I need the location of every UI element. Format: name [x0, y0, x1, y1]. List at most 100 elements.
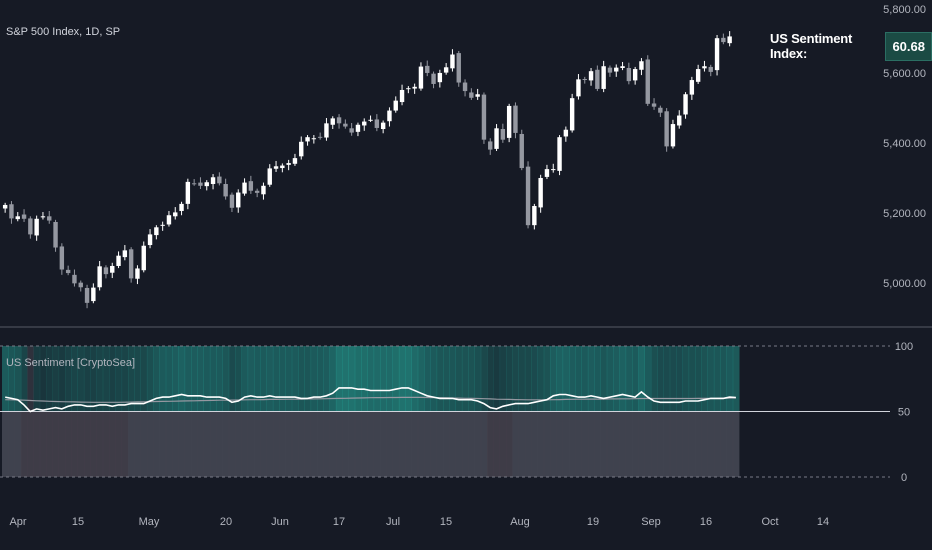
sentiment-band-upper — [524, 346, 532, 412]
sentiment-band-upper — [392, 346, 400, 412]
time-tick-label: May — [139, 516, 160, 528]
sentiment-band-upper — [657, 346, 664, 412]
sentiment-band-upper — [474, 346, 482, 412]
sentiment-band-upper — [14, 346, 22, 412]
sentiment-band-upper — [669, 346, 677, 412]
candle-body — [551, 169, 556, 171]
candle-body — [15, 216, 20, 220]
candle-body — [695, 69, 701, 82]
time-tick-label: Oct — [761, 516, 778, 528]
sentiment-band-upper — [146, 346, 154, 412]
sentiment-band-upper — [90, 346, 97, 412]
sentiment-band-upper — [405, 346, 412, 412]
candle-body — [147, 234, 153, 246]
candle-body — [91, 287, 96, 302]
candle-body — [670, 124, 676, 147]
candle-body — [141, 245, 146, 271]
candle-body — [683, 94, 688, 115]
time-tick-label: 15 — [440, 516, 452, 528]
candle-body — [601, 66, 606, 89]
sentiment-band-upper — [361, 346, 368, 412]
candle-body — [97, 266, 102, 288]
candle-body — [9, 204, 14, 219]
candle-body — [374, 119, 380, 128]
candle-body — [595, 69, 600, 89]
candle-body — [658, 107, 663, 113]
sentiment-band-upper — [398, 346, 406, 412]
sentiment-band-upper — [367, 346, 375, 412]
sentiment-band-upper — [550, 346, 557, 412]
candle-body — [305, 137, 310, 142]
candle-body — [267, 168, 272, 185]
sentiment-line — [5, 387, 736, 413]
sentiment-band-upper — [518, 346, 526, 412]
time-tick-label: Jul — [386, 516, 400, 528]
sentiment-band-upper — [247, 346, 255, 412]
sentiment-badge-label: US Sentiment Index: — [770, 31, 853, 61]
sentiment-band-upper — [235, 346, 242, 412]
time-tick-label: 14 — [817, 516, 829, 528]
candle-body — [223, 184, 228, 197]
sentiment-band-upper — [140, 346, 148, 412]
candle-body — [362, 121, 367, 126]
sentiment-band-upper — [266, 346, 274, 412]
time-tick-label: 17 — [333, 516, 345, 528]
candle-body — [702, 66, 707, 69]
sentiment-band-upper — [531, 346, 538, 412]
candle-body — [488, 141, 493, 150]
sentiment-band-upper — [279, 346, 286, 412]
price-tick-label: 5,600.00 — [883, 68, 926, 80]
candle-body — [28, 218, 33, 235]
candle-body — [557, 137, 562, 171]
sentiment-band-upper — [298, 346, 305, 412]
sentiment-axis[interactable]: 0 50 100 — [895, 341, 913, 484]
candle-body — [72, 274, 77, 284]
candle-body — [368, 119, 373, 121]
candle-body — [506, 105, 512, 138]
price-axis[interactable]: 5,000.00 5,200.00 5,400.00 5,600.00 5,800.00 — [883, 4, 926, 290]
sentiment-band-upper — [701, 346, 708, 412]
candle-body — [380, 122, 386, 130]
candle-body — [34, 218, 39, 236]
candle-body — [154, 227, 159, 236]
time-tick-label: Jun — [271, 516, 289, 528]
candle-body — [475, 94, 480, 97]
candle-body — [607, 67, 613, 73]
candle-body — [626, 67, 632, 82]
sentiment-band-upper — [480, 346, 488, 412]
candle-body — [582, 78, 587, 80]
price-pane — [2, 31, 732, 309]
sentiment-band-upper — [606, 346, 614, 412]
sentiment-band-upper — [543, 346, 551, 412]
candle-body — [349, 128, 354, 133]
time-axis[interactable]: Apr 15 May 20 Jun 17 Jul 15 Aug 19 Sep 16 Oct 14 — [9, 516, 829, 528]
candle-body — [254, 190, 260, 193]
sentiment-average-line — [5, 396, 736, 403]
sentiment-band-upper — [619, 346, 627, 412]
sentiment-band-upper — [197, 346, 204, 412]
candle-body — [185, 181, 191, 204]
candle-body — [456, 53, 461, 83]
sentiment-band-upper — [58, 346, 66, 412]
candle-body — [576, 79, 581, 97]
sentiment-band-upper — [373, 346, 381, 412]
sentiment-band-upper — [707, 346, 715, 412]
candle-body — [336, 117, 342, 124]
sentiment-band-upper — [468, 346, 475, 412]
sentiment-band-upper — [33, 346, 41, 412]
candle-body — [544, 169, 550, 177]
candle-body — [103, 267, 109, 275]
sentiment-band-upper — [461, 346, 469, 412]
candle-body — [78, 282, 83, 288]
candle-body — [273, 166, 279, 169]
candle-body — [2, 204, 8, 209]
candle-body — [47, 216, 52, 221]
sentiment-band-upper — [682, 346, 690, 412]
sentiment-band-upper — [713, 346, 721, 412]
sentiment-band-upper — [178, 346, 186, 412]
sentiment-band-upper — [600, 346, 608, 412]
sentiment-pane — [0, 345, 890, 478]
sentiment-band-upper — [184, 346, 192, 412]
sentiment-band-upper — [241, 346, 249, 412]
sentiment-band-upper — [203, 346, 211, 412]
